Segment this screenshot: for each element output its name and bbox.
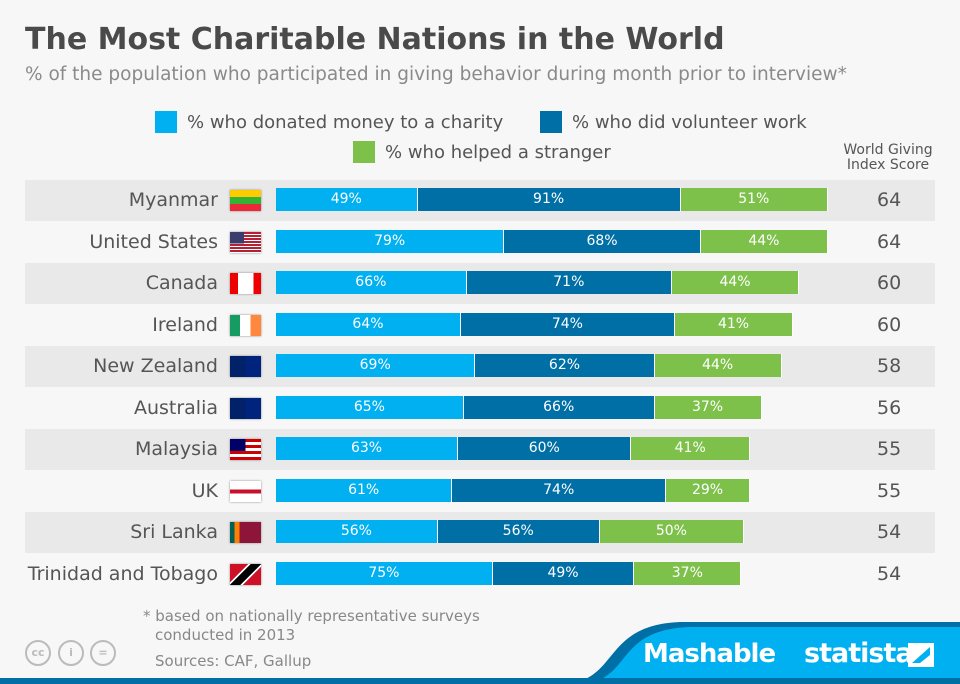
chart-subtitle: % of the population who participated in … xyxy=(25,64,847,85)
bar-segment: 66% xyxy=(463,395,655,419)
bar-segment: 41% xyxy=(631,437,750,460)
country-label: Myanmar xyxy=(128,189,218,211)
flag-icon xyxy=(230,563,261,585)
score-value: 56 xyxy=(877,396,902,419)
legend-stranger: % who helped a stranger xyxy=(353,141,611,163)
score-value: 60 xyxy=(877,313,902,336)
statista-logo: statista xyxy=(804,638,914,669)
country-label: New Zealand xyxy=(93,355,218,377)
footer-wave xyxy=(0,622,960,684)
country-label: Malaysia xyxy=(134,438,218,460)
flag-icon xyxy=(230,190,261,211)
sources: Sources: CAF, Gallup xyxy=(155,652,312,670)
flag-icon xyxy=(230,397,261,419)
score-value: 64 xyxy=(877,189,902,211)
flag-icon xyxy=(230,273,261,294)
score-value: 64 xyxy=(877,230,902,253)
score-value: 55 xyxy=(877,438,902,460)
chart-title: The Most Charitable Nations in the World xyxy=(25,22,725,57)
score-value: 60 xyxy=(877,272,902,294)
bar-segment: 63% xyxy=(276,437,459,460)
score-value: 55 xyxy=(877,479,902,502)
bar-segment: 68% xyxy=(504,229,701,253)
country-label: Ireland xyxy=(152,313,218,336)
bar-segment: 44% xyxy=(671,271,800,294)
legend-swatch xyxy=(540,111,562,133)
bar-segment: 74% xyxy=(460,312,675,336)
bar-segment: 66% xyxy=(276,271,467,294)
attribution-icon: i xyxy=(58,640,84,666)
bar-segment: 44% xyxy=(654,354,782,377)
country-label: Australia xyxy=(133,396,218,419)
flag-icon xyxy=(230,480,261,502)
legend-label: % who donated money to a charity xyxy=(187,111,504,133)
bar-segment: 75% xyxy=(276,561,493,585)
legend-label: % who helped a stranger xyxy=(385,141,611,163)
country-label: Sri Lanka xyxy=(130,521,218,543)
score-value: 54 xyxy=(877,562,902,585)
score-value: 54 xyxy=(877,521,902,543)
legend-money: % who donated money to a charity xyxy=(155,111,503,133)
flag-icon xyxy=(230,439,261,460)
cc-icon: cc xyxy=(25,640,51,666)
bar-segment: 60% xyxy=(458,437,632,460)
bar-segment: 65% xyxy=(276,395,464,419)
bar-segment: 79% xyxy=(276,229,505,253)
bar-segment: 37% xyxy=(634,561,742,585)
country-label: Canada xyxy=(145,272,218,294)
bar-segment: 44% xyxy=(700,229,828,253)
score-value: 58 xyxy=(877,355,902,377)
bar-segment: 74% xyxy=(452,478,667,502)
bar-segment: 69% xyxy=(276,354,476,377)
flag-icon xyxy=(230,356,261,377)
legend-swatch xyxy=(353,141,375,163)
flag-icon xyxy=(230,314,261,336)
bar-segment: 56% xyxy=(437,520,600,543)
statista-icon xyxy=(908,643,934,667)
bar-segment: 56% xyxy=(276,520,438,543)
country-label: United States xyxy=(89,230,218,253)
no-derivatives-icon: = xyxy=(90,640,116,666)
country-label: UK xyxy=(191,479,218,502)
bar-segment: 51% xyxy=(680,188,828,211)
bar-segment: 49% xyxy=(492,561,635,585)
bar-segment: 49% xyxy=(276,188,418,211)
score-header: World Giving Index Score xyxy=(843,142,933,173)
legend-volunteer: % who did volunteer work xyxy=(540,111,807,133)
bar-segment: 41% xyxy=(674,312,794,336)
bar-segment: 91% xyxy=(417,188,681,211)
bar-segment: 62% xyxy=(475,354,655,377)
footnote-2: conducted in 2013 xyxy=(155,626,296,644)
flag-icon xyxy=(230,522,261,543)
flag-icon xyxy=(230,231,261,253)
legend-swatch xyxy=(155,111,177,133)
bar-segment: 64% xyxy=(276,312,461,336)
bar-segment: 71% xyxy=(466,271,672,294)
bar-segment: 37% xyxy=(654,395,762,419)
bar-segment: 29% xyxy=(666,478,750,502)
country-label: Trinidad and Tobago xyxy=(27,562,218,585)
footnote: * based on nationally representative sur… xyxy=(143,607,480,625)
legend-label: % who did volunteer work xyxy=(572,111,807,133)
bar-segment: 50% xyxy=(599,520,745,543)
mashable-logo: Mashable xyxy=(643,639,776,669)
bar-segment: 61% xyxy=(276,478,453,502)
